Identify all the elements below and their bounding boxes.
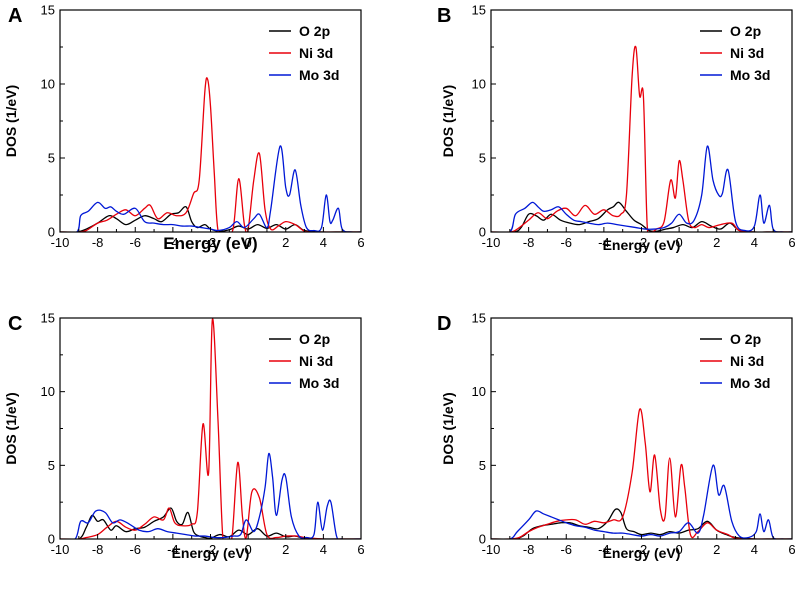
panel-label: A (8, 5, 22, 27)
y-tick-label: 15 (472, 311, 486, 326)
x-tick-label: 2 (713, 235, 720, 250)
y-tick-label: 5 (48, 151, 55, 166)
legend-label: O 2p (299, 331, 330, 347)
y-tick-label: 5 (48, 458, 55, 473)
panel-d: -10 -8 -6 -4 -2 0 2 4 6 0 5 10 15 Energy (eV) DOS (1/e… (437, 311, 796, 562)
series-line-mo-3d (491, 145, 792, 232)
legend-label: Mo 3d (299, 375, 339, 391)
x-tick-label: -2 (205, 542, 217, 557)
x-tick-label: -4 (598, 235, 610, 250)
series-line-mo-3d (60, 452, 361, 539)
x-tick-label: -4 (167, 542, 179, 557)
x-tick-label: -2 (636, 542, 648, 557)
panel-label: B (437, 5, 451, 27)
series-line-ni-3d (60, 318, 361, 539)
panel-label: D (437, 313, 451, 335)
x-tick-label: 0 (676, 542, 683, 557)
series-line-o-2p (60, 507, 361, 539)
y-axis-label: DOS (1/eV) (3, 392, 19, 464)
y-axis-label: DOS (1/eV) (440, 392, 456, 464)
plot-frame (490, 317, 793, 540)
plot-frame (490, 9, 793, 233)
x-tick-label: -8 (92, 235, 104, 250)
panel-label: C (8, 313, 22, 335)
y-axis-label: DOS (1/eV) (3, 85, 19, 157)
x-tick-label: 6 (788, 235, 795, 250)
y-tick-label: 0 (48, 532, 55, 547)
legend-label: Mo 3d (730, 375, 770, 391)
y-tick-label: 0 (479, 225, 486, 240)
y-tick-label: 15 (41, 3, 55, 18)
x-tick-label: 6 (357, 542, 364, 557)
x-tick-label: 2 (713, 542, 720, 557)
legend: O 2p Ni 3d Mo 3d (700, 331, 770, 391)
x-tick-label: -10 (482, 542, 501, 557)
x-tick-label: 2 (282, 235, 289, 250)
legend-label: Mo 3d (299, 67, 339, 83)
y-tick-label: 0 (48, 225, 55, 240)
panel-b: -10 -8 -6 -4 -2 0 2 4 6 0 5 10 15 Energy (eV) DOS (1/e… (437, 3, 796, 254)
legend-label: Ni 3d (730, 45, 764, 61)
x-tick-label: -6 (129, 542, 141, 557)
x-tick-label: -10 (51, 542, 70, 557)
y-tick-label: 10 (472, 77, 486, 92)
legend-label: O 2p (299, 23, 330, 39)
x-tick-label: -6 (129, 235, 141, 250)
x-tick-label: 0 (245, 542, 252, 557)
x-axis-label: Energy (eV) (603, 237, 681, 253)
x-axis-label: Energy (eV) (603, 545, 681, 561)
series-line-ni-3d (60, 77, 361, 232)
x-tick-label: -4 (598, 542, 610, 557)
legend-label: Ni 3d (299, 45, 333, 61)
y-tick-label: 15 (41, 311, 55, 326)
legend-label: O 2p (730, 23, 761, 39)
y-tick-label: 0 (479, 532, 486, 547)
x-tick-label: 6 (788, 542, 795, 557)
plot-frame (59, 9, 362, 233)
y-axis-label: DOS (1/eV) (440, 85, 456, 157)
series-line-o-2p (491, 201, 792, 232)
x-tick-label: -8 (523, 542, 535, 557)
legend: O 2p Ni 3d Mo 3d (269, 23, 339, 83)
x-axis-label: Energy (eV) (172, 545, 250, 561)
x-tick-label: -10 (482, 235, 501, 250)
x-tick-label: 0 (245, 235, 252, 250)
y-tick-label: 10 (41, 384, 55, 399)
y-tick-label: 10 (472, 384, 486, 399)
panel-c: -10 -8 -6 -4 -2 0 2 4 6 0 5 10 15 Energy (eV) DOS (1/e… (3, 311, 365, 562)
x-tick-label: 4 (320, 542, 327, 557)
legend-label: Ni 3d (299, 353, 333, 369)
x-axis-label: Energy (eV) (163, 234, 257, 253)
x-tick-label: 4 (751, 235, 758, 250)
x-tick-label: -2 (636, 235, 648, 250)
legend: O 2p Ni 3d Mo 3d (269, 331, 339, 391)
x-tick-label: 0 (676, 235, 683, 250)
legend-label: Mo 3d (730, 67, 770, 83)
x-tick-label: -8 (523, 235, 535, 250)
x-tick-label: -6 (560, 542, 572, 557)
series-line-ni-3d (491, 408, 792, 539)
y-tick-label: 15 (472, 3, 486, 18)
x-tick-label: 4 (320, 235, 327, 250)
x-tick-label: 2 (282, 542, 289, 557)
series-line-mo-3d (60, 145, 361, 232)
x-tick-label: 6 (357, 235, 364, 250)
panel-a: -10 -8 -6 -4 -2 0 2 4 6 0 5 10 15 Energy (eV) DOS (1/e… (3, 3, 365, 254)
x-tick-label: -4 (167, 235, 179, 250)
x-tick-label: -8 (92, 542, 104, 557)
x-tick-label: -10 (51, 235, 70, 250)
y-tick-label: 5 (479, 151, 486, 166)
x-tick-label: 4 (751, 542, 758, 557)
legend: O 2p Ni 3d Mo 3d (700, 23, 770, 83)
legend-label: O 2p (730, 331, 761, 347)
y-tick-label: 5 (479, 458, 486, 473)
legend-label: Ni 3d (730, 353, 764, 369)
x-tick-label: -2 (205, 235, 217, 250)
x-tick-label: -6 (560, 235, 572, 250)
series-line-ni-3d (491, 45, 792, 232)
y-tick-label: 10 (41, 77, 55, 92)
